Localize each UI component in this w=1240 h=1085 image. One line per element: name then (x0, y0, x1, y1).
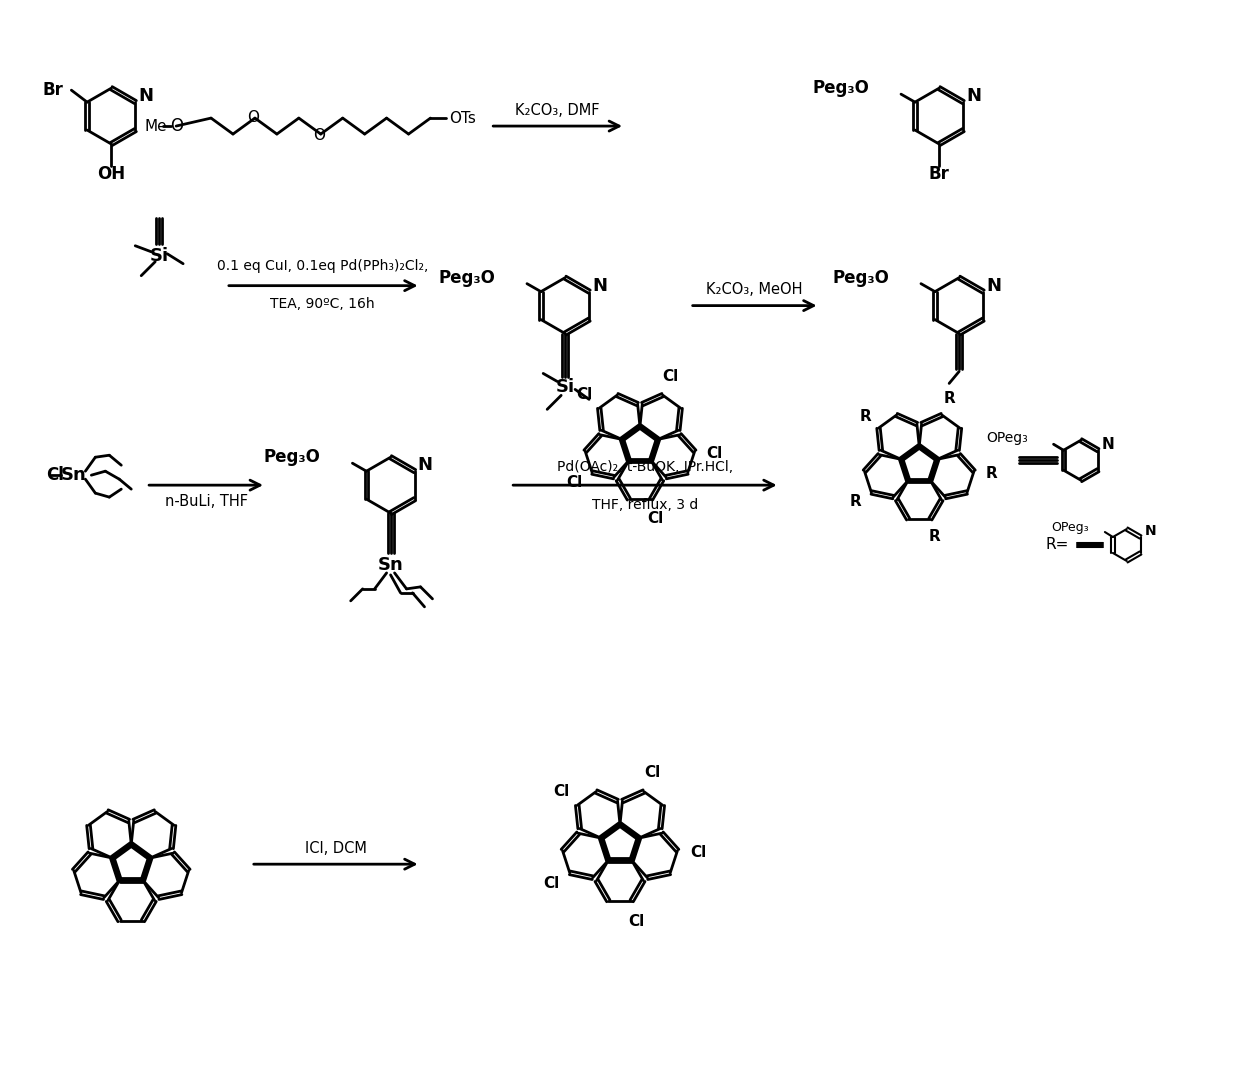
Text: Cl: Cl (567, 475, 583, 490)
Text: O: O (247, 110, 259, 125)
Text: N: N (139, 87, 154, 105)
Text: Si: Si (556, 379, 574, 396)
Text: R: R (928, 529, 940, 545)
Text: OH: OH (97, 165, 125, 183)
Text: N: N (593, 277, 608, 295)
Text: Me: Me (145, 118, 167, 133)
Text: Cl: Cl (691, 845, 707, 860)
Text: Cl: Cl (645, 765, 661, 780)
Text: Peg₃O: Peg₃O (812, 79, 869, 98)
Text: Cl: Cl (553, 783, 570, 799)
Text: Cl: Cl (577, 387, 593, 403)
Text: R: R (859, 409, 872, 423)
Text: R: R (944, 392, 955, 406)
Text: O: O (170, 117, 182, 135)
Text: Cl: Cl (543, 876, 559, 891)
Text: TEA, 90ºC, 16h: TEA, 90ºC, 16h (270, 296, 374, 310)
Text: Sn: Sn (378, 556, 403, 574)
Text: K₂CO₃, MeOH: K₂CO₃, MeOH (707, 282, 804, 297)
Text: Si: Si (150, 246, 169, 265)
Text: Br: Br (42, 81, 63, 99)
Text: O: O (312, 128, 325, 142)
Text: N: N (1102, 437, 1115, 451)
Text: R=: R= (1045, 537, 1069, 552)
Text: R: R (986, 465, 998, 481)
Text: Br: Br (929, 165, 950, 183)
Text: Cl: Cl (647, 511, 663, 526)
Text: n-BuLi, THF: n-BuLi, THF (165, 494, 248, 509)
Text: OPeg₃: OPeg₃ (1052, 521, 1089, 534)
Text: Cl: Cl (662, 369, 680, 384)
Text: Peg₃O: Peg₃O (832, 269, 889, 286)
Text: R: R (849, 494, 862, 509)
Text: N: N (966, 87, 981, 105)
Text: Sn: Sn (61, 467, 87, 484)
Text: Cl: Cl (707, 446, 723, 461)
Text: Peg₃O: Peg₃O (264, 448, 320, 467)
Text: N: N (986, 277, 1001, 295)
Text: Cl: Cl (627, 914, 644, 929)
Text: ICl, DCM: ICl, DCM (305, 841, 367, 856)
Text: 0.1 eq CuI, 0.1eq Pd(PPh₃)₂Cl₂,: 0.1 eq CuI, 0.1eq Pd(PPh₃)₂Cl₂, (217, 258, 429, 272)
Text: K₂CO₃, DMF: K₂CO₃, DMF (516, 103, 600, 117)
Text: THF, reflux, 3 d: THF, reflux, 3 d (591, 498, 698, 512)
Text: Pd(OAc)₂, t-BuOK, IPr.HCl,: Pd(OAc)₂, t-BuOK, IPr.HCl, (557, 460, 733, 474)
Text: OTs: OTs (449, 111, 476, 126)
Text: Cl: Cl (47, 467, 64, 484)
Text: OPeg₃: OPeg₃ (986, 431, 1028, 445)
Text: Peg₃O: Peg₃O (438, 269, 495, 286)
Text: N: N (418, 456, 433, 474)
Text: N: N (1145, 524, 1157, 538)
